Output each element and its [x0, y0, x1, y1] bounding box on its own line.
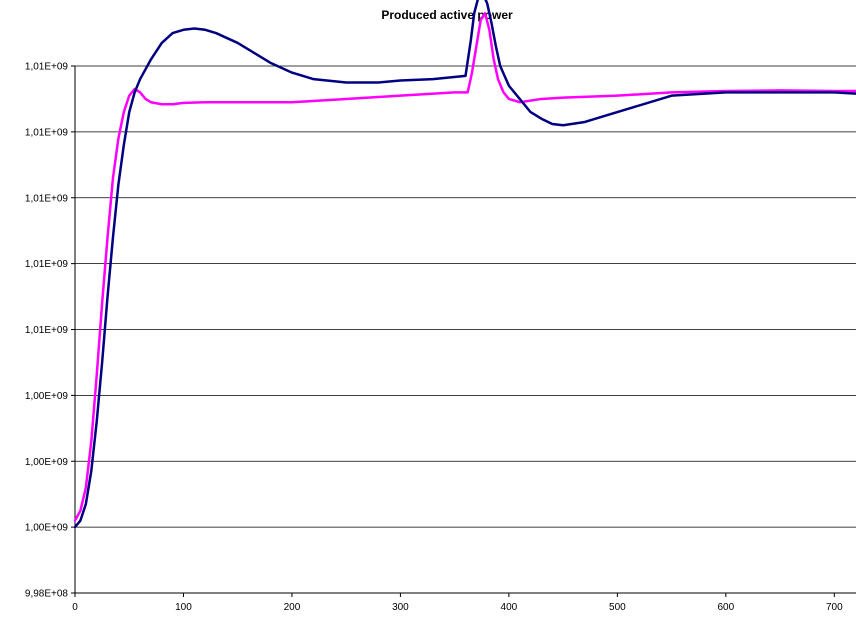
- series-layer: [73, 0, 856, 529]
- y-tick-label: 1,00E+09: [25, 523, 69, 534]
- y-tick-label: 1,01E+09: [25, 193, 69, 204]
- y-tick-label: 1,01E+09: [25, 127, 69, 138]
- x-tick-label: 400: [501, 602, 518, 613]
- x-tick-label: 500: [609, 602, 626, 613]
- y-tick-label: 1,01E+09: [25, 259, 69, 270]
- x-tick-label: 200: [284, 602, 301, 613]
- series-line-2: [73, 0, 856, 529]
- series-line-1: [73, 12, 856, 522]
- y-tick-label: 1,01E+09: [25, 325, 69, 336]
- x-tick-label: 700: [826, 602, 843, 613]
- chart-title: Produced active power: [381, 8, 513, 22]
- axis-layer: [71, 65, 856, 597]
- x-tick-label: 300: [392, 602, 409, 613]
- x-tick-label: 600: [717, 602, 734, 613]
- y-tick-label: 9,98E+08: [25, 589, 69, 600]
- x-tick-label: 0: [72, 602, 78, 613]
- x-tick-label: 100: [175, 602, 192, 613]
- grid-layer: [75, 65, 856, 528]
- tick-label-layer: 9,98E+08 1,00E+09 1,00E+09 1,00E+09 1,01E+09…: [25, 62, 843, 614]
- y-tick-label: 1,00E+09: [25, 457, 69, 468]
- y-tick-label: 1,01E+09: [25, 62, 69, 73]
- y-tick-label: 1,00E+09: [25, 391, 69, 402]
